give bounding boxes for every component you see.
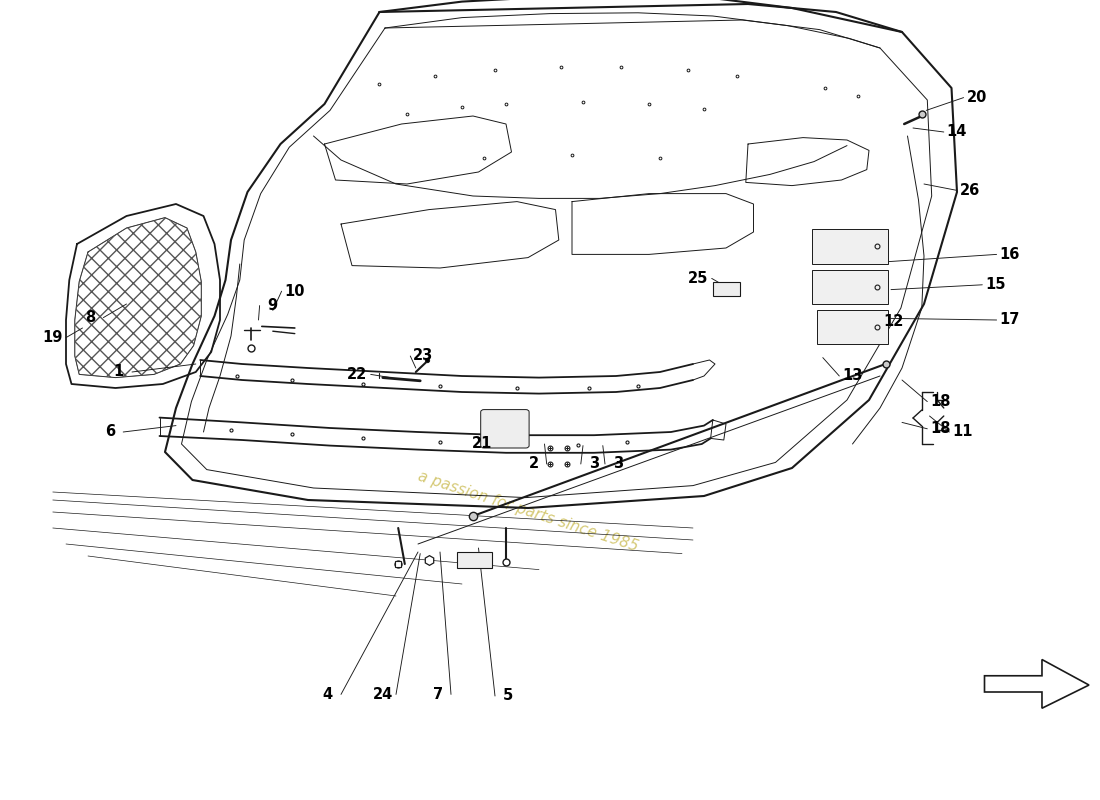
Text: 14: 14 [947, 125, 967, 139]
Text: 19: 19 [43, 330, 63, 345]
FancyBboxPatch shape [812, 229, 888, 264]
Text: 16: 16 [1000, 247, 1020, 262]
Text: 1: 1 [113, 365, 124, 379]
FancyBboxPatch shape [817, 310, 888, 344]
Text: 9: 9 [267, 298, 278, 313]
Polygon shape [984, 659, 1089, 708]
Text: 25: 25 [689, 271, 708, 286]
Text: 23: 23 [414, 349, 433, 363]
Text: 26: 26 [960, 183, 980, 198]
Text: 18: 18 [931, 422, 950, 436]
Text: 12: 12 [883, 314, 903, 329]
Text: 8: 8 [85, 310, 96, 325]
Text: 15: 15 [986, 278, 1005, 292]
Text: 21: 21 [472, 437, 492, 451]
Text: 3: 3 [588, 457, 600, 471]
Text: 6: 6 [104, 425, 116, 439]
Text: 13: 13 [843, 369, 862, 383]
Text: 24: 24 [373, 687, 393, 702]
Text: 17: 17 [1000, 313, 1020, 327]
Text: a passion for parts since 1985: a passion for parts since 1985 [416, 469, 640, 555]
Text: 3: 3 [613, 457, 624, 471]
Text: 18: 18 [931, 394, 950, 409]
Text: 5: 5 [503, 689, 514, 703]
FancyBboxPatch shape [812, 270, 888, 304]
Text: 2: 2 [528, 457, 539, 471]
Text: 10: 10 [285, 284, 305, 298]
FancyBboxPatch shape [481, 410, 529, 448]
Text: 22: 22 [348, 367, 367, 382]
Text: 4: 4 [322, 687, 333, 702]
Bar [713, 282, 740, 296]
Text: 20: 20 [967, 90, 987, 105]
Bar [456, 552, 492, 568]
Text: 11: 11 [953, 425, 972, 439]
Text: 7: 7 [432, 687, 443, 702]
